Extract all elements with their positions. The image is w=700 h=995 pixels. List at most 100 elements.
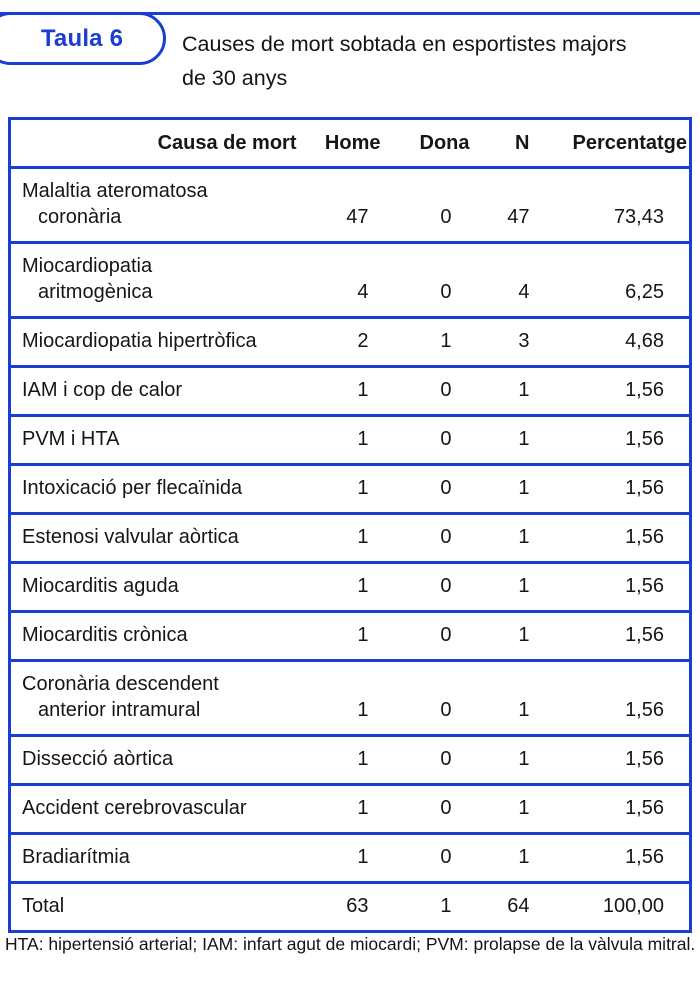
- cause-cell: Intoxicació per flecaïnida: [9, 463, 297, 514]
- dona-cell: 0: [380, 241, 470, 318]
- dona-cell: 0: [380, 734, 470, 785]
- home-cell: 1: [296, 365, 381, 416]
- n-cell: 1: [469, 659, 530, 736]
- table-number-label: Taula 6: [40, 24, 124, 52]
- cause-line: Miocardiopatia hipertròfica: [22, 330, 257, 352]
- n-cell: 3: [469, 316, 530, 367]
- cause-cell: Accident cerebrovascular: [9, 783, 297, 834]
- table-title-line: de 30 anys: [182, 66, 288, 90]
- table-row: Accident cerebrovascular 1 0 1 1,56: [9, 783, 691, 834]
- cause-cell: Miocardiopatia aritmogènica: [9, 241, 297, 318]
- dona-cell: 0: [380, 783, 470, 834]
- cause-line: Malaltia ateromatosa: [22, 180, 208, 202]
- table-row: Dissecció aòrtica 1 0 1 1,56: [9, 734, 691, 785]
- column-header: Percentatge: [572, 132, 688, 154]
- percentage-cell: 1,56: [529, 734, 691, 785]
- percentage-cell: 73,43: [529, 166, 691, 243]
- column-header: Dona: [419, 132, 470, 154]
- n-cell: 1: [469, 832, 530, 883]
- n-cell: 1: [469, 414, 530, 465]
- dona-cell: 0: [380, 832, 470, 883]
- n-cell: 64: [469, 881, 530, 932]
- home-cell: 1: [296, 659, 381, 736]
- table-row: Malaltia ateromatosa coronària 47 0 47 73,43: [9, 166, 691, 243]
- table-row: Intoxicació per flecaïnida 1 0 1 1,56: [9, 463, 691, 514]
- home-cell: 1: [296, 610, 381, 661]
- dona-cell: 0: [380, 463, 470, 514]
- home-cell: 1: [296, 414, 381, 465]
- header-rule: [0, 12, 700, 15]
- cause-cell: Miocarditis crònica: [9, 610, 297, 661]
- table-row: Total 63 1 64 100,00: [9, 881, 691, 932]
- cause-line: anterior intramural: [38, 699, 201, 721]
- cause-line: Accident cerebrovascular: [22, 797, 247, 819]
- cause-cell: Miocarditis aguda: [9, 561, 297, 612]
- cause-line: Miocarditis aguda: [22, 575, 179, 597]
- home-cell: 47: [296, 166, 381, 243]
- table-row: Miocarditis crònica 1 0 1 1,56: [9, 610, 691, 661]
- cause-line: Coronària descendent: [22, 673, 219, 695]
- dona-cell: 0: [380, 561, 470, 612]
- cause-cell: Estenosi valvular aòrtica: [9, 512, 297, 563]
- table-title: Causes de mort sobtada en esportistes ma…: [182, 27, 694, 95]
- cause-line: Bradiarítmia: [22, 846, 130, 868]
- cause-cell: Dissecció aòrtica: [9, 734, 297, 785]
- dona-cell: 0: [380, 659, 470, 736]
- table-title-line: Causes de mort sobtada en esportistes ma…: [182, 32, 627, 56]
- cause-line: Miocarditis crònica: [22, 624, 188, 646]
- table-row: Miocardiopatia aritmogènica 4 0 4 6,25: [9, 241, 691, 318]
- percentage-cell: 1,56: [529, 463, 691, 514]
- percentage-cell: 4,68: [529, 316, 691, 367]
- table-row: Coronària descendent anterior intramural 1…: [9, 659, 691, 736]
- cause-line: Estenosi valvular aòrtica: [22, 526, 239, 548]
- table-header-row: Causa de mort Home Dona N Percentatge: [10, 119, 691, 168]
- percentage-cell: 1,56: [529, 512, 691, 563]
- home-cell: 1: [296, 832, 381, 883]
- table-body: Malaltia ateromatosa coronària 47 0 47 73,43 M…: [9, 166, 691, 932]
- cause-cell: PVM i HTA: [9, 414, 297, 465]
- cause-line: coronària: [38, 206, 122, 228]
- column-header: Home: [324, 132, 381, 154]
- percentage-cell: 1,56: [529, 561, 691, 612]
- n-cell: 1: [469, 783, 530, 834]
- column-header: Causa de mort: [157, 132, 297, 154]
- cause-line: Miocardiopatia: [22, 255, 153, 277]
- table-number-badge: Taula 6: [0, 12, 166, 65]
- home-cell: 1: [296, 561, 381, 612]
- cause-cell: Malaltia ateromatosa coronària: [9, 166, 297, 243]
- dona-cell: 0: [380, 166, 470, 243]
- cause-cell: Coronària descendent anterior intramural: [9, 659, 297, 736]
- dona-cell: 0: [380, 414, 470, 465]
- percentage-cell: 1,56: [529, 610, 691, 661]
- cause-line: IAM i cop de calor: [22, 379, 183, 401]
- n-cell: 4: [469, 241, 530, 318]
- dona-cell: 0: [380, 365, 470, 416]
- dona-cell: 0: [380, 610, 470, 661]
- dona-cell: 1: [380, 316, 470, 367]
- table-row: Miocarditis aguda 1 0 1 1,56: [9, 561, 691, 612]
- causes-table: Causa de mort Home Dona N Percentatge Malalt…: [8, 117, 692, 933]
- n-cell: 1: [469, 512, 530, 563]
- percentage-cell: 1,56: [529, 783, 691, 834]
- cause-cell: Miocardiopatia hipertròfica: [9, 316, 297, 367]
- table-row: IAM i cop de calor 1 0 1 1,56: [9, 365, 691, 416]
- n-cell: 1: [469, 610, 530, 661]
- n-cell: 1: [469, 734, 530, 785]
- home-cell: 1: [296, 783, 381, 834]
- cause-line: Dissecció aòrtica: [22, 748, 174, 770]
- home-cell: 63: [296, 881, 381, 932]
- home-cell: 4: [296, 241, 381, 318]
- cause-line: Intoxicació per flecaïnida: [22, 477, 243, 499]
- percentage-cell: 1,56: [529, 414, 691, 465]
- table-row: Miocardiopatia hipertròfica 2 1 3 4,68: [9, 316, 691, 367]
- cause-line: aritmogènica: [38, 281, 153, 303]
- dona-cell: 0: [380, 512, 470, 563]
- cause-line: PVM i HTA: [22, 428, 120, 450]
- percentage-cell: 1,56: [529, 832, 691, 883]
- n-cell: 1: [469, 463, 530, 514]
- cause-line: Total: [22, 895, 65, 917]
- n-cell: 1: [469, 365, 530, 416]
- table-row: Estenosi valvular aòrtica 1 0 1 1,56: [9, 512, 691, 563]
- home-cell: 1: [296, 512, 381, 563]
- causes-table-container: Causa de mort Home Dona N Percentatge Malalt…: [8, 117, 692, 933]
